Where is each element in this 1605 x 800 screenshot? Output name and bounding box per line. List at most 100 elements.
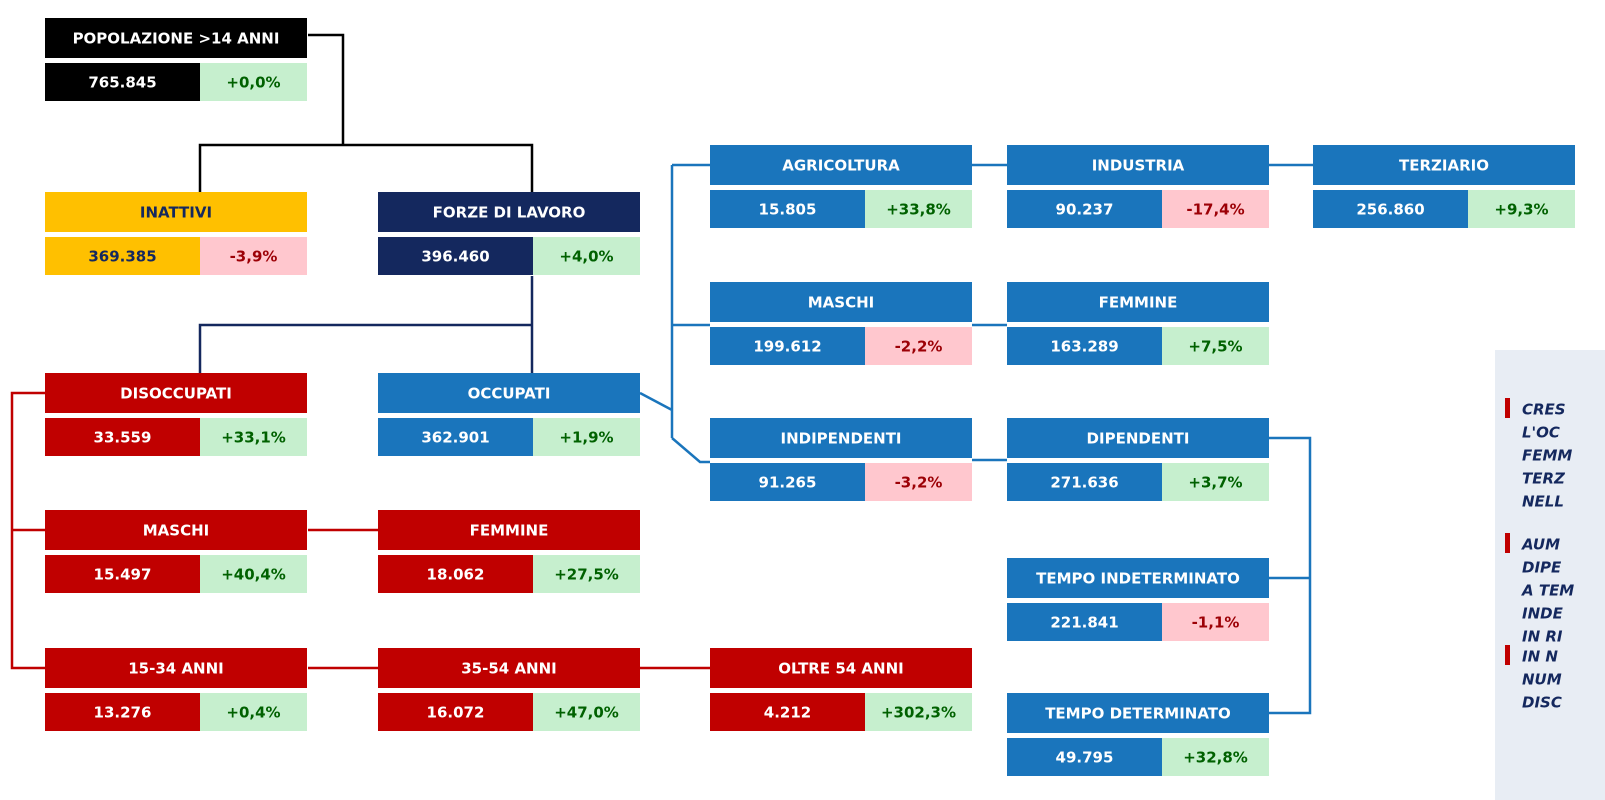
note: IN N NUM DISC — [1505, 645, 1562, 712]
node-value: 15.497 — [94, 566, 152, 584]
node-header — [378, 192, 640, 232]
node-value-box — [1007, 603, 1162, 641]
node-label: INDIPENDENTI — [780, 430, 901, 448]
node: DISOCCUPATI 33.559 +33,1% — [45, 373, 307, 456]
node-change-box — [865, 463, 972, 501]
node-value-box — [1007, 327, 1162, 365]
node-header — [1007, 558, 1269, 598]
node-value-box — [710, 327, 865, 365]
node-value: 33.559 — [94, 429, 152, 447]
node-value: 13.276 — [94, 704, 152, 722]
node-value: 199.612 — [753, 338, 821, 356]
node-label: INATTIVI — [140, 204, 212, 222]
note-line: IN RI — [1522, 628, 1563, 646]
node-change: +7,5% — [1188, 338, 1242, 356]
node-value: 369.385 — [88, 248, 156, 266]
node: TERZIARIO 256.860 +9,3% — [1313, 145, 1575, 228]
node-value: 4.212 — [764, 704, 811, 722]
node: MASCHI 15.497 +40,4% — [45, 510, 307, 593]
node-header — [378, 510, 640, 550]
node: OCCUPATI 362.901 +1,9% — [378, 373, 640, 456]
node-value-box — [1007, 463, 1162, 501]
node-value-box — [378, 237, 533, 275]
note-line: TERZ — [1522, 470, 1566, 488]
node-value: 90.237 — [1056, 201, 1114, 219]
node-value-box — [45, 418, 200, 456]
node-value-box — [45, 63, 200, 101]
node: MASCHI 199.612 -2,2% — [710, 282, 972, 365]
node-change: +9,3% — [1494, 201, 1548, 219]
node-header — [1313, 145, 1575, 185]
note-line: FEMM — [1522, 447, 1572, 465]
node-value: 221.841 — [1050, 614, 1118, 632]
node-value-box — [1007, 738, 1162, 776]
node-value: 16.072 — [427, 704, 485, 722]
node-change-box — [533, 555, 640, 593]
node-change: +4,0% — [559, 248, 613, 266]
notes-panel — [1495, 350, 1605, 800]
node-value: 49.795 — [1056, 749, 1114, 767]
node-value: 256.860 — [1356, 201, 1424, 219]
node-label: FEMMINE — [470, 522, 549, 540]
node-value-box — [710, 693, 865, 731]
node: INDIPENDENTI 91.265 -3,2% — [710, 418, 972, 501]
node: INDUSTRIA 90.237 -17,4% — [1007, 145, 1269, 228]
node-change-box — [1162, 738, 1269, 776]
note-line: AUM — [1521, 536, 1560, 554]
node-change: +47,0% — [554, 704, 619, 722]
node: DIPENDENTI 271.636 +3,7% — [1007, 418, 1269, 501]
note-bullet — [1505, 533, 1510, 553]
node-change: -1,1% — [1192, 614, 1240, 632]
node-label: MASCHI — [808, 294, 874, 312]
node-change: +33,1% — [221, 429, 286, 447]
node-change-box — [200, 237, 307, 275]
node-label: FEMMINE — [1099, 294, 1178, 312]
node-value-box — [45, 237, 200, 275]
node-change-box — [1468, 190, 1575, 228]
note-line: IN N — [1522, 648, 1558, 666]
note-line: DISC — [1522, 694, 1562, 712]
node-header — [1007, 145, 1269, 185]
node-value: 396.460 — [421, 248, 489, 266]
node-change-box — [200, 63, 307, 101]
node-value-box — [378, 418, 533, 456]
node-header — [710, 648, 972, 688]
node-header — [45, 192, 307, 232]
node-change: +33,8% — [886, 201, 951, 219]
node: FORZE DI LAVORO 396.460 +4,0% — [378, 192, 640, 275]
connector — [10, 391, 710, 670]
node-change: -17,4% — [1186, 201, 1244, 219]
note-line: L'OC — [1522, 424, 1560, 442]
node-value-box — [1313, 190, 1468, 228]
node-value: 271.636 — [1050, 474, 1118, 492]
node-change-box — [200, 555, 307, 593]
note-bullet — [1505, 398, 1510, 418]
node-label: TERZIARIO — [1399, 157, 1489, 175]
node: FEMMINE 163.289 +7,5% — [1007, 282, 1269, 365]
node-label: OCCUPATI — [468, 385, 551, 403]
note-line: DIPE — [1522, 559, 1562, 577]
node-change-box — [865, 693, 972, 731]
node-value: 765.845 — [88, 74, 156, 92]
node-header — [710, 418, 972, 458]
node-change-box — [865, 190, 972, 228]
node-value-box — [378, 555, 533, 593]
connectors — [10, 33, 1313, 715]
connector — [198, 33, 534, 192]
node-header — [45, 373, 307, 413]
node: OLTRE 54 ANNI 4.212 +302,3% — [710, 648, 972, 731]
node-header — [45, 18, 307, 58]
node-header — [1007, 282, 1269, 322]
node-label: POPOLAZIONE >14 ANNI — [73, 30, 280, 48]
node-change: +0,4% — [226, 704, 280, 722]
node-value-box — [710, 190, 865, 228]
node: 35-54 ANNI 16.072 +47,0% — [378, 648, 640, 731]
node-header — [45, 648, 307, 688]
node-value-box — [45, 693, 200, 731]
node: POPOLAZIONE >14 ANNI 765.845 +0,0% — [45, 18, 307, 101]
node-label: OLTRE 54 ANNI — [778, 660, 903, 678]
node-label: DISOCCUPATI — [120, 385, 232, 403]
node-change: +40,4% — [221, 566, 286, 584]
node-change: -3,2% — [895, 474, 943, 492]
node-value-box — [710, 463, 865, 501]
